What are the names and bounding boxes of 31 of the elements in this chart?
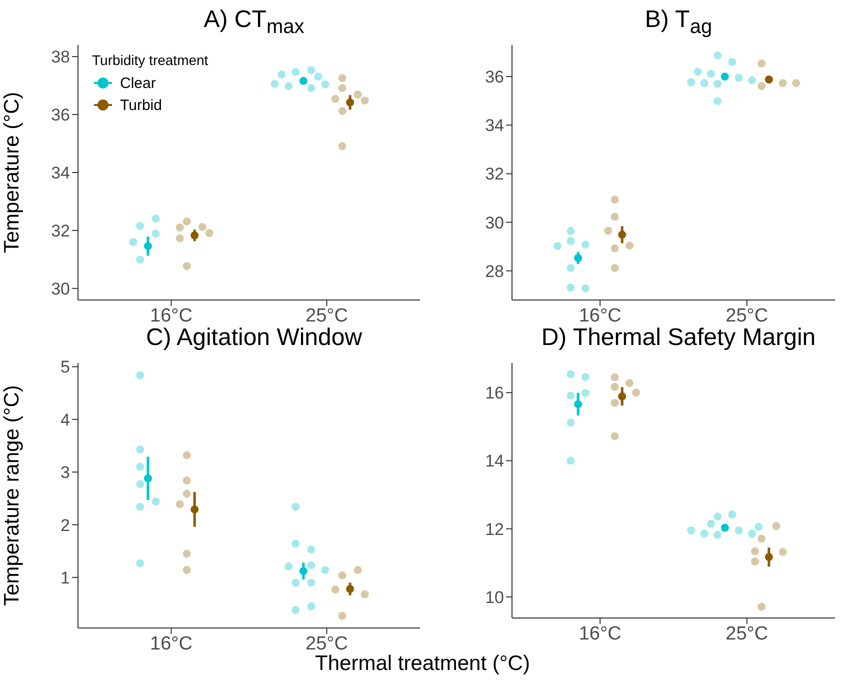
y-axis-title: Temperature (°C) [0, 92, 24, 254]
legend-label: Clear [119, 74, 157, 94]
legend-title: Turbidity treatment [92, 52, 208, 68]
y-tick-label: 2 [60, 516, 70, 535]
y-tick-label: 34 [51, 164, 70, 183]
y-tick-label: 30 [485, 213, 504, 232]
y-tick-label: 3 [60, 463, 70, 482]
y-tick-label: 12 [485, 520, 504, 539]
y-tick-label: 4 [60, 410, 70, 430]
x-tick-label: 16°C [150, 633, 192, 654]
y-tick-label: 30 [51, 279, 70, 298]
y-tick-label: 14 [485, 452, 504, 471]
y-tick-label: 34 [485, 116, 504, 136]
x-tick-label: 16°C [578, 623, 622, 644]
x-axis-title: Thermal treatment (°C) [315, 652, 530, 675]
y-tick-label: 38 [51, 48, 70, 67]
chart-title: B) T$_{ag}$ [644, 5, 714, 40]
y-tick-label: 16 [485, 384, 504, 403]
y-tick-label: 32 [485, 164, 504, 184]
y-tick-label: 36 [485, 68, 504, 87]
chart-title: A) CT$_{max}$ [202, 5, 306, 40]
y-tick-label: 5 [60, 358, 70, 377]
y-tick-label: 1 [60, 568, 70, 588]
legend-label: Turbid [119, 96, 163, 116]
y-axis-title: Temperature range (°C) [0, 385, 24, 606]
y-tick-label: 10 [485, 588, 504, 607]
y-tick-label: 32 [51, 221, 70, 240]
x-tick-label: 25°C [306, 633, 348, 654]
y-tick-label: 36 [51, 106, 70, 125]
y-tick-label: 28 [485, 262, 504, 281]
x-tick-label: 25°C [726, 623, 768, 644]
